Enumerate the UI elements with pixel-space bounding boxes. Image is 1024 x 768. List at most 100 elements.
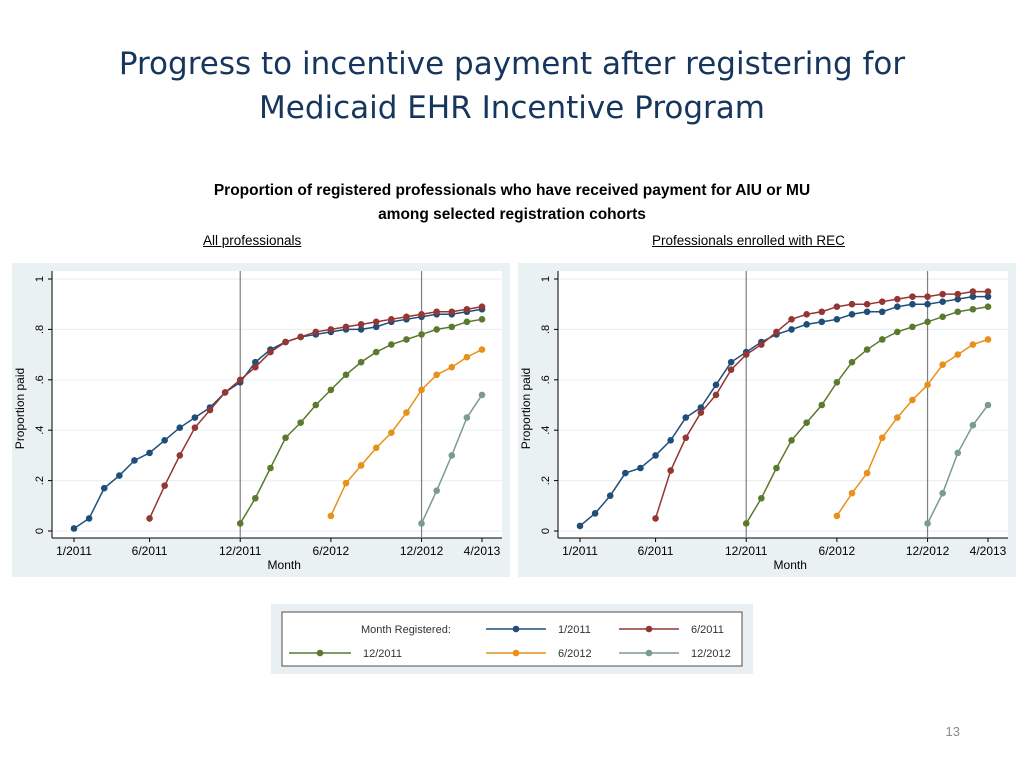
data-point-1-2011 — [252, 358, 259, 366]
legend-box — [281, 611, 743, 667]
y-tick-label: .2 — [540, 476, 552, 485]
x-tick-label: 1/2011 — [56, 544, 92, 558]
data-point-1-2011 — [622, 469, 629, 477]
data-point-6-2011 — [878, 298, 886, 305]
data-point-6-2011 — [682, 434, 690, 442]
slide-title: Progress to incentive payment after regi… — [0, 42, 1024, 130]
data-point-6-2011 — [712, 391, 720, 399]
legend-marker-1-2011 — [512, 625, 520, 633]
data-point-6-2011 — [176, 452, 184, 459]
legend-marker-6-2012 — [512, 649, 520, 657]
data-point-6-2012 — [357, 462, 365, 469]
data-point-1-2011 — [70, 525, 78, 532]
data-point-6-2012 — [984, 336, 992, 343]
data-point-6-2012 — [388, 429, 395, 437]
data-point-6-2011 — [312, 328, 320, 336]
data-point-6-2011 — [372, 318, 380, 326]
chart-subtitle-line-1: Proportion of registered professionals w… — [213, 182, 811, 199]
chart-all-professionals: 0 .2 .4 .6 .8 1 1/2011 6/2011 12/2011 6/2012 12/20… — [12, 263, 510, 577]
data-point-6-2012 — [969, 341, 977, 348]
data-point-12-2011 — [758, 494, 765, 502]
data-point-12-2011 — [388, 341, 395, 348]
data-point-1-2011 — [85, 515, 93, 522]
data-point-12-2011 — [924, 318, 931, 326]
data-point-6-2012 — [894, 414, 901, 421]
data-point-6-2011 — [788, 316, 795, 323]
data-point-12-2012 — [478, 391, 486, 399]
legend-label-12-2011: 12/2011 — [363, 648, 402, 660]
data-point-6-2012 — [418, 386, 425, 394]
x-axis-title: Month — [268, 558, 301, 572]
data-point-12-2011 — [742, 520, 750, 527]
x-axis-title: Month — [774, 558, 807, 572]
data-point-12-2011 — [267, 464, 274, 472]
plot-area — [558, 271, 1008, 538]
data-point-6-2011 — [418, 310, 425, 318]
data-point-6-2011 — [327, 326, 335, 333]
data-point-12-2011 — [403, 336, 410, 343]
y-tick-label: .8 — [34, 325, 46, 334]
data-point-6-2012 — [327, 512, 335, 520]
data-point-6-2012 — [878, 434, 886, 442]
data-point-6-2011 — [758, 341, 765, 348]
data-point-12-2011 — [433, 326, 440, 333]
y-tick-label: 1 — [540, 276, 552, 282]
data-point-6-2011 — [252, 363, 259, 371]
chart-subtitle: Proportion of registered professionals w… — [0, 179, 1024, 227]
data-point-12-2011 — [478, 316, 486, 323]
series-line-1-2011 — [579, 295, 988, 527]
x-tick-label: 12/2011 — [219, 544, 262, 558]
data-point-6-2011 — [803, 310, 810, 318]
data-point-12-2012 — [984, 401, 992, 409]
legend-title: Month Registered: — [361, 624, 451, 636]
data-point-12-2012 — [969, 421, 977, 429]
data-point-12-2011 — [848, 358, 856, 366]
x-tick-label: 6/2012 — [819, 544, 856, 558]
data-point-12-2011 — [357, 358, 365, 366]
slide-number: 13 — [945, 724, 960, 739]
data-point-6-2011 — [652, 515, 659, 522]
data-point-1-2011 — [924, 300, 931, 308]
legend-marker-6-2011 — [645, 625, 653, 633]
data-point-6-2011 — [848, 300, 856, 308]
y-tick-label: .4 — [34, 426, 46, 435]
data-point-6-2012 — [924, 381, 931, 389]
data-point-6-2011 — [403, 313, 410, 321]
data-point-6-2011 — [342, 323, 350, 331]
y-tick-label: .6 — [540, 375, 552, 384]
data-point-1-2011 — [191, 414, 199, 421]
data-point-6-2011 — [909, 293, 916, 300]
y-tick-label: 0 — [34, 528, 46, 534]
data-point-6-2011 — [954, 290, 962, 298]
data-point-12-2011 — [878, 336, 886, 343]
x-tick-label: 1/2011 — [562, 544, 598, 558]
data-point-6-2011 — [161, 482, 168, 489]
data-point-1-2011 — [848, 310, 856, 318]
data-point-1-2011 — [576, 522, 584, 530]
legend: Month Registered: 1/2011 6/2011 12/2011 6/20… — [281, 611, 743, 667]
data-point-6-2011 — [146, 515, 153, 522]
data-point-6-2012 — [463, 353, 471, 361]
data-point-1-2011 — [818, 318, 826, 326]
x-tick-label: 12/2012 — [906, 544, 950, 558]
data-point-6-2012 — [863, 469, 871, 477]
data-point-6-2012 — [448, 363, 456, 371]
data-point-1-2011 — [146, 449, 153, 457]
legend-label-6-2011: 6/2011 — [691, 624, 724, 636]
data-point-6-2012 — [848, 489, 856, 497]
legend-container: Month Registered: 1/2011 6/2011 12/2011 6/20… — [271, 604, 753, 674]
data-point-6-2011 — [463, 305, 471, 313]
data-point-6-2012 — [403, 409, 410, 416]
y-tick-label: .8 — [540, 325, 552, 334]
data-point-6-2011 — [267, 348, 274, 356]
data-point-6-2012 — [939, 361, 946, 368]
legend-label-6-2012: 6/2012 — [558, 648, 592, 660]
data-point-12-2011 — [773, 464, 780, 472]
legend-marker-12-2011 — [316, 649, 324, 657]
data-point-12-2011 — [803, 419, 810, 426]
slide-title-line-2: Medicaid EHR Incentive Program — [259, 90, 765, 126]
data-point-12-2011 — [969, 305, 977, 313]
data-point-12-2011 — [909, 323, 916, 331]
data-point-1-2011 — [954, 295, 962, 303]
x-tick-label: 4/2013 — [464, 544, 501, 558]
